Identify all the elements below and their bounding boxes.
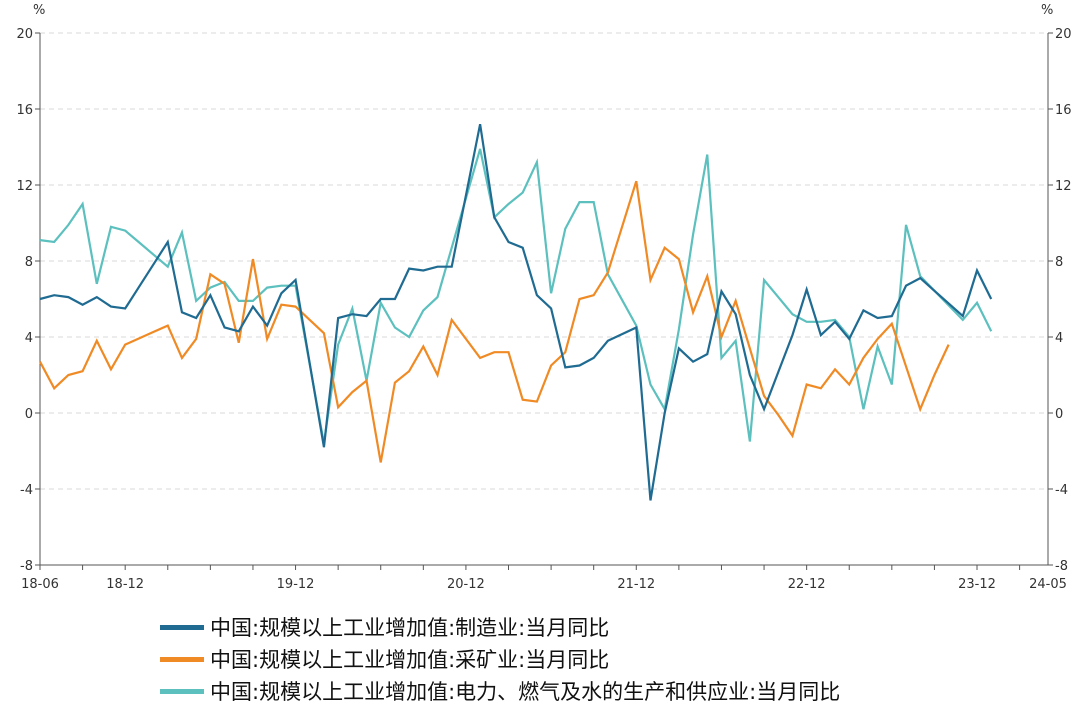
y-unit-left: % [33, 3, 45, 18]
y-tick-label-left: 12 [16, 179, 33, 194]
legend-swatch-utilities [160, 688, 204, 694]
legend-item-manufacturing: 中国:规模以上工业增加值:制造业:当月同比 [160, 611, 840, 643]
series-line-0 [39, 123, 993, 501]
y-tick-label-right: 0 [1055, 407, 1063, 422]
x-tick-label: 21-12 [617, 577, 655, 592]
x-tick-label: 23-12 [958, 577, 996, 592]
legend-swatch-mining [160, 656, 204, 662]
y-unit-right: % [1041, 3, 1053, 18]
legend-label-manufacturing: 中国:规模以上工业增加值:制造业:当月同比 [210, 616, 610, 640]
legend-label-utilities: 中国:规模以上工业增加值:电力、燃气及水的生产和供应业:当月同比 [210, 680, 841, 704]
y-tick-label-right: 4 [1055, 331, 1063, 346]
y-axis-left-ticks: -8 -4 0 4 8 12 16 20 [16, 27, 33, 574]
y-tick-label-left: -8 [20, 559, 33, 574]
y-tick-label-left: 0 [25, 407, 33, 422]
gridlines [40, 32, 1048, 566]
y-tick-label-left: 4 [25, 331, 33, 346]
legend-item-mining: 中国:规模以上工业增加值:采矿业:当月同比 [160, 643, 840, 675]
x-tick-label: 19-12 [277, 577, 315, 592]
y-tick-label-left: -4 [20, 483, 33, 498]
y-tick-label-left: 16 [16, 103, 33, 118]
series-line-2 [39, 148, 993, 444]
legend-swatch-manufacturing [160, 624, 204, 630]
y-tick-label-right: -4 [1055, 483, 1068, 498]
y-tick-label-right: -8 [1055, 559, 1068, 574]
y-axis-right-ticks: -8 -4 0 4 8 12 16 20 [1055, 27, 1072, 574]
x-tick-label: 18-12 [106, 577, 144, 592]
series-line-1 [39, 180, 950, 463]
y-tick-label-left: 8 [25, 255, 33, 270]
x-tick-label: 22-12 [788, 577, 826, 592]
y-tick-label-right: 16 [1055, 103, 1072, 118]
legend-label-mining: 中国:规模以上工业增加值:采矿业:当月同比 [210, 648, 610, 672]
x-tick-label: 20-12 [447, 577, 485, 592]
series-lines [39, 123, 993, 501]
y-tick-label-right: 20 [1055, 27, 1072, 42]
x-axis-ticks: 18-06 18-12 19-12 20-12 21-12 22-12 23-12 24-05 [21, 577, 1067, 592]
x-tick-label: 18-06 [21, 577, 59, 592]
y-tick-label-left: 20 [16, 27, 33, 42]
y-tick-label-right: 12 [1055, 179, 1072, 194]
y-tick-label-right: 8 [1055, 255, 1063, 270]
legend-item-utilities: 中国:规模以上工业增加值:电力、燃气及水的生产和供应业:当月同比 [160, 675, 840, 707]
legend: 中国:规模以上工业增加值:制造业:当月同比 中国:规模以上工业增加值:采矿业:当… [160, 611, 840, 707]
x-tick-label: 24-05 [1029, 577, 1067, 592]
